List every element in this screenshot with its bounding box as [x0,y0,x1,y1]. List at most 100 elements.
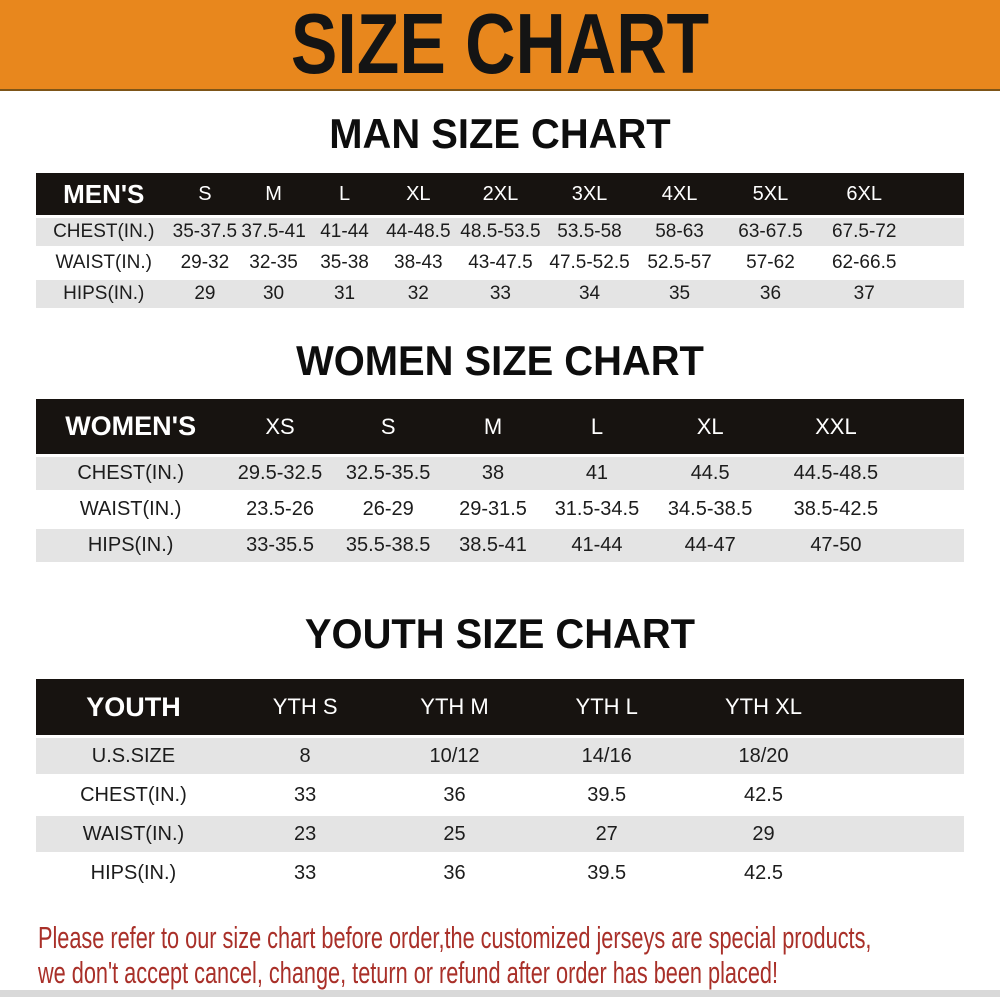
size-value: 8 [230,738,380,774]
measurement-row: CHEST(IN.) 35-37.5 37.5-41 41-44 44-48.5 48.5… [36,218,964,246]
size-value: 41 [544,457,650,490]
size-value: 36 [379,777,530,813]
size-value: 14/16 [529,738,684,774]
size-column-header: L [308,173,381,215]
table-corner-label: MEN'S [36,173,172,215]
row-spacer [843,855,964,891]
header-row: WOMEN'S XS S M L XL XXL [36,399,964,454]
size-value: 57-62 [724,249,817,277]
size-column-header: 6XL [816,173,912,215]
measurement-row: CHEST(IN.) 29.5-32.5 32.5-35.5 38 41 44.5 44.5… [36,457,964,490]
size-value: 29.5-32.5 [225,457,335,490]
size-value: 62-66.5 [816,249,912,277]
size-value: 33 [230,777,380,813]
row-label: CHEST(IN.) [36,457,226,490]
size-value: 41-44 [544,529,650,562]
measurement-row: U.S.SIZE 8 10/12 14/16 18/20 [36,738,964,774]
women-section-title: WOMEN SIZE CHART [296,337,704,384]
size-value: 44-48.5 [380,218,457,246]
row-spacer [843,777,964,813]
size-value: 44.5 [649,457,771,490]
youth-section-title: YOUTH SIZE CHART [304,610,696,657]
men-section: MAN SIZE CHART MEN'S S M L XL 2XL 3XL 4XL 5XL 6XL… [0,113,1000,311]
size-value: 39.5 [529,777,684,813]
size-value: 27 [529,816,684,852]
youth-size-table: YOUTH YTH S YTH M YTH L YTH XL U.S.SIZE 8 10/1… [36,676,964,894]
size-value: 31 [308,280,381,308]
row-label: CHEST(IN.) [36,777,231,813]
size-value: 43-47.5 [456,249,545,277]
women-size-table: WOMEN'S XS S M L XL XXL CHEST(IN.) 29.5-32.5 32.… [36,396,964,565]
row-spacer [911,280,964,308]
size-value: 34.5-38.5 [649,493,771,526]
order-notice: Please refer to our size chart before or… [38,920,1000,990]
size-column-header: L [544,399,650,454]
measurement-row: HIPS(IN.) 33-35.5 35.5-38.5 38.5-41 41-44 44-… [36,529,964,562]
size-value: 44-47 [649,529,771,562]
row-spacer [900,493,964,526]
table-corner-label: YOUTH [36,679,231,735]
size-column-header: XS [225,399,335,454]
size-column-header: 2XL [456,173,545,215]
size-value: 29 [683,816,844,852]
row-spacer [843,816,964,852]
size-value: 44.5-48.5 [770,457,901,490]
size-value: 35.5-38.5 [334,529,442,562]
row-label: CHEST(IN.) [36,218,172,246]
size-value: 10/12 [379,738,530,774]
row-label: HIPS(IN.) [36,280,172,308]
size-value: 38 [441,457,545,490]
row-spacer [900,529,964,562]
size-value: 34 [544,280,635,308]
notice-line-2: we don't accept cancel, change, teturn o… [38,955,779,990]
size-value: 23 [230,816,380,852]
header-row: YOUTH YTH S YTH M YTH L YTH XL [36,679,964,735]
size-value: 38.5-41 [441,529,545,562]
measurement-row: HIPS(IN.) 33 36 39.5 42.5 [36,855,964,891]
size-value: 42.5 [683,855,844,891]
size-value: 37.5-41 [238,218,309,246]
measurement-row: WAIST(IN.) 23.5-26 26-29 29-31.5 31.5-34.5 34… [36,493,964,526]
size-value: 39.5 [529,855,684,891]
size-value: 29-32 [171,249,239,277]
size-value: 63-67.5 [724,218,817,246]
size-column-header: 5XL [724,173,817,215]
row-label: WAIST(IN.) [36,816,231,852]
size-column-header: M [441,399,545,454]
size-value: 33 [456,280,545,308]
header-spacer [911,173,964,215]
size-column-header: YTH S [230,679,380,735]
row-spacer [900,457,964,490]
measurement-row: CHEST(IN.) 33 36 39.5 42.5 [36,777,964,813]
size-value: 36 [724,280,817,308]
size-value: 32.5-35.5 [334,457,442,490]
size-value: 41-44 [308,218,381,246]
size-chart-banner: SIZE CHART [0,0,1000,91]
size-value: 38-43 [380,249,457,277]
size-value: 35-37.5 [171,218,239,246]
size-column-header: 4XL [634,173,725,215]
row-spacer [911,218,964,246]
header-spacer [843,679,964,735]
size-column-header: YTH L [529,679,684,735]
size-value: 47.5-52.5 [544,249,635,277]
youth-section: YOUTH SIZE CHART YOUTH YTH S YTH M YTH L YTH… [0,613,1000,894]
size-value: 23.5-26 [225,493,335,526]
men-section-title: MAN SIZE CHART [329,110,671,157]
size-value: 32 [380,280,457,308]
size-value: 29-31.5 [441,493,545,526]
row-spacer [911,249,964,277]
size-value: 26-29 [334,493,442,526]
bottom-strip [0,990,1000,997]
size-value: 58-63 [634,218,725,246]
size-column-header: YTH M [379,679,530,735]
size-column-header: S [334,399,442,454]
size-value: 29 [171,280,239,308]
size-value: 31.5-34.5 [544,493,650,526]
men-size-table: MEN'S S M L XL 2XL 3XL 4XL 5XL 6XL CHEST(IN.) 35-3… [36,170,964,311]
size-value: 67.5-72 [816,218,912,246]
size-value: 33 [230,855,380,891]
row-spacer [843,738,964,774]
row-label: HIPS(IN.) [36,855,231,891]
size-value: 25 [379,816,530,852]
